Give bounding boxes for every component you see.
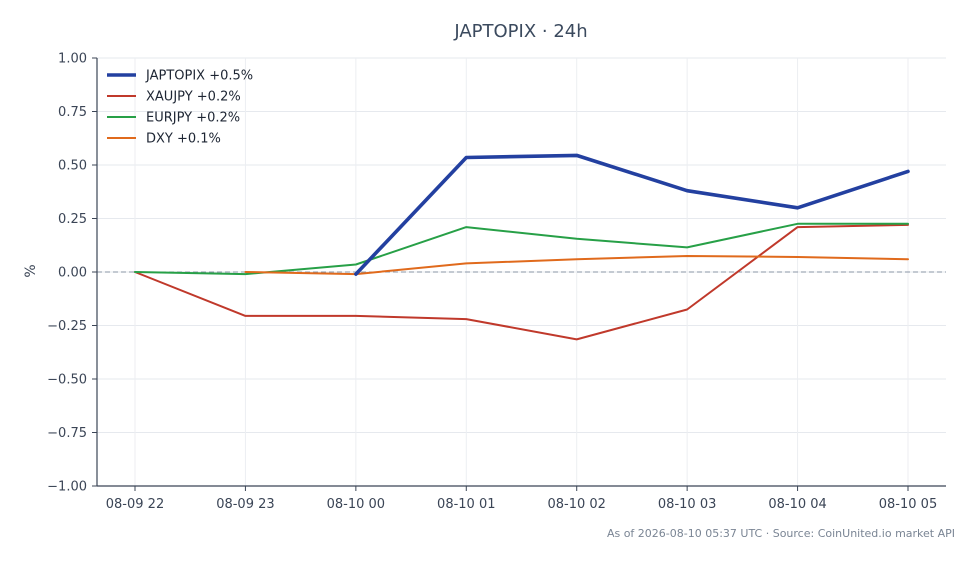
y-tick-label: 0.50 (58, 159, 87, 174)
x-tick-label: 08-10 02 (547, 497, 605, 512)
x-tick-label: 08-09 22 (106, 497, 164, 512)
y-tick-label: 0.25 (58, 212, 87, 227)
y-tick-label: −1.00 (47, 480, 87, 495)
x-tick-label: 08-10 04 (768, 497, 826, 512)
y-tick-label: 0.00 (58, 266, 87, 281)
x-axis-ticks: 08-09 22 08-09 23 08-10 00 08-10 01 08-10 02… (106, 486, 937, 512)
y-tick-label: −0.25 (47, 319, 87, 334)
y-tick-label: −0.75 (47, 426, 87, 441)
x-tick-label: 08-10 01 (437, 497, 495, 512)
series-line-0 (354, 153, 910, 276)
footer-source-note: As of 2026-08-10 05:37 UTC · Source: Coi… (607, 527, 955, 540)
grid (97, 57, 946, 487)
legend: JAPTOPIX +0.5% XAUJPY +0.2% EURJPY +0.2% DX… (107, 69, 253, 147)
series-lines (134, 153, 910, 341)
y-axis-ticks: 1.00 0.75 0.50 0.25 0.00 −0.25 −0.50 −0.75 −1.00 (47, 52, 97, 495)
x-tick-label: 08-10 05 (879, 497, 937, 512)
y-axis-label: % (23, 264, 39, 277)
chart-title: JAPTOPIX · 24h (453, 21, 587, 42)
y-tick-label: 1.00 (58, 52, 87, 67)
legend-entry-label: EURJPY +0.2% (146, 111, 240, 126)
y-tick-label: 0.75 (58, 105, 87, 120)
series-line-1 (134, 223, 909, 341)
y-tick-label: −0.50 (47, 373, 87, 388)
x-tick-label: 08-10 00 (327, 497, 385, 512)
x-tick-label: 08-10 03 (658, 497, 716, 512)
legend-entry-label: JAPTOPIX +0.5% (145, 69, 253, 84)
x-tick-label: 08-09 23 (216, 497, 274, 512)
legend-entry-label: XAUJPY +0.2% (146, 90, 241, 105)
legend-entry-label: DXY +0.1% (146, 132, 221, 147)
